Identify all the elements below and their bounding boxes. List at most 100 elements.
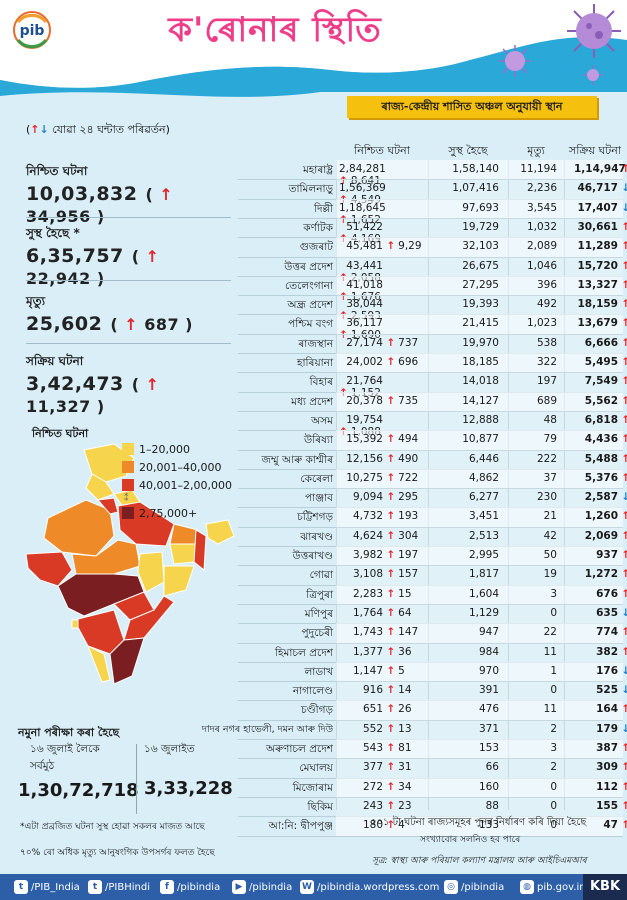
up-arrow-icon: ↑ <box>386 819 396 832</box>
footer-link[interactable]: t/PIBHindi <box>88 880 150 894</box>
active-cell: 5,376 ↑492 <box>564 472 627 484</box>
footnote: ৭০% ৰো অধিক মৃত্যু আনুষংগিক উপসৰ্গৰ ফলত … <box>20 848 215 858</box>
confirmed-cell: 41,018 ↑ 1,676 <box>339 278 383 303</box>
deaths-cell: 1,023 <box>526 317 557 330</box>
map-title: নিশ্চিত ঘটনা <box>32 427 89 440</box>
up-arrow-icon: ↑ <box>621 413 627 426</box>
row-stripe <box>336 796 623 817</box>
cured-cell: 371 <box>478 722 499 735</box>
row-stripe <box>336 353 623 373</box>
row-stripe <box>336 642 623 663</box>
active-cell: 6,818 ↑371 <box>564 414 627 426</box>
state-name: হিমাচল প্ৰদেশ <box>274 646 333 659</box>
up-arrow-icon: ↑ <box>621 742 627 754</box>
cured-cell: 1,817 <box>468 568 499 581</box>
row-divider <box>238 835 623 837</box>
cured-cell: 1,129 <box>468 606 499 619</box>
confirmed-cell: 2,283 ↑ 15 <box>352 587 412 600</box>
state-name: ৰাজস্থান <box>298 337 333 350</box>
tests-daily: ১৬ জুলাইত 3,33,228 <box>144 743 233 799</box>
row-divider <box>238 410 623 412</box>
row-stripe <box>336 333 623 354</box>
deaths-cell: 22 <box>543 626 557 639</box>
table-row: হাৰিয়ানা 24,002 ↑696 18,185 322 5,495 ↑175 <box>238 353 627 372</box>
cured-cell: 133 <box>478 819 499 832</box>
confirmed-cell: 2,84,281 ↑ 8,641 <box>339 163 386 187</box>
table-row: আ:নি: দ্বীপপুঞ্জ 180 ↑4 133 0 47 ↑1 <box>238 816 627 835</box>
table-row: তেলেংগানা 41,018 ↑1,676 27,295 396 13,327 ↑3… <box>238 276 627 303</box>
up-arrow-icon: ↑ <box>621 645 627 658</box>
table-row: মণিপুৰ 1,764 ↑64 1,129 0 635 ↓-76 <box>238 604 627 623</box>
stat-value: 6,35,757( ↑ 22,942 ) <box>26 245 160 288</box>
up-arrow-icon: ↑ <box>386 471 396 484</box>
deaths-cell: 21 <box>543 510 557 523</box>
up-arrow-icon: ↑ <box>386 780 396 793</box>
row-stripe <box>336 739 623 759</box>
table-row: উত্তৰ প্ৰদেশ43,441 ↑2,05826,6751,04615,7… <box>238 257 627 284</box>
active-cell: 18,159 ↑1,538 <box>564 298 627 310</box>
state-name: পশ্চিম বংগ <box>288 318 333 331</box>
up-arrow-icon: ↑ <box>621 703 627 716</box>
confirmed-cell: 1,147 ↑ 5 <box>352 664 405 677</box>
stat-label: সক্ৰিয় ঘটনা <box>26 354 84 368</box>
active-cell: 5,488 ↑365 <box>564 453 627 465</box>
state-name: দাদৰ নগৰ হাভেলী, দমন আৰু দিউ <box>201 723 333 735</box>
confirmed-cell: 1,764 ↑ 64 <box>352 606 412 619</box>
footer-link[interactable]: f/pibindia <box>160 880 220 894</box>
footer-link-label: /pibindia.wordpress.com <box>317 881 440 893</box>
cured-cell: 153 <box>478 742 499 754</box>
stat-value: 3,42,473( ↑ 11,327 ) <box>26 373 160 416</box>
page-subtitle: ভাৰতত ১৭ জুলাইৰ পুৱা ৮ বজালৈকে পৰিস্থিতি <box>153 51 403 66</box>
confirmed-cell: 9,094 ↑ 295 <box>352 491 419 504</box>
active-cell: 382 ↑31 <box>564 646 627 658</box>
row-divider <box>238 642 623 644</box>
deaths-cell: 48 <box>543 413 557 426</box>
cured-cell: 88 <box>485 799 499 812</box>
cured-cell: 2,513 <box>468 529 499 542</box>
confirmed-cell: 180 ↑ 4 <box>362 819 405 832</box>
deaths-cell: 492 <box>536 298 557 311</box>
active-cell: 7,549 ↑579 <box>564 375 627 387</box>
footer-link[interactable]: ▶/pibindia <box>232 880 292 894</box>
legend-item: 20,001–40,000 <box>122 458 232 476</box>
confirmed-cell: 24,002 ↑ 696 <box>346 356 419 368</box>
cured-cell: 32,103 <box>462 240 499 253</box>
table-row: মহাৰাষ্ট্ৰ 2,84,281 ↑ 8,641 1,58,140 11,194 1… <box>238 160 627 187</box>
footer-link[interactable]: W/pibindia.wordpress.com <box>300 880 439 894</box>
stat-label: সুস্থ হৈছে * <box>26 226 80 240</box>
table-row: নাগালেণ্ড 916 ↑14 391 0 525 ↓-29 <box>238 681 627 700</box>
stat-label: মৃত্যু <box>26 294 46 308</box>
up-arrow-icon: ↑ <box>621 336 627 349</box>
down-arrow-icon: ↓ <box>621 664 627 677</box>
cured-cell: 97,693 <box>462 201 499 214</box>
footnote: *এটা প্ৰব্ৰজিত ঘটনা সুস্থ হোৱা সকলৰ মাজত… <box>20 822 205 832</box>
youtube-icon: ▶ <box>232 880 246 894</box>
row-stripe <box>336 372 623 393</box>
stat-recovered: সুস্থ হৈছে * 6,35,757( ↑ 22,942 ) <box>26 225 226 289</box>
deaths-cell: 0 <box>550 606 557 619</box>
row-stripe <box>336 565 623 586</box>
cured-cell: 391 <box>478 684 499 697</box>
active-cell: 774 ↑88 <box>564 626 627 638</box>
table-row: গোৱা 3,108 ↑157 1,817 19 1,272 ↑13 <box>238 565 627 584</box>
up-arrow-icon: ↑ <box>621 549 627 561</box>
state-name: মণিপুৰ <box>304 607 333 620</box>
up-arrow-icon: ↑ <box>621 587 627 600</box>
up-arrow-icon: ↑ <box>621 819 627 832</box>
active-cell: 179 ↓-1 <box>564 723 627 735</box>
active-cell: 13,679 ↑932 <box>564 317 627 329</box>
table-row: চণ্ডীগড় 651 ↑26 476 11 164 ↑9 <box>238 700 627 719</box>
state-name: মধ্য প্ৰদেশ <box>291 395 333 408</box>
up-arrow-icon: ↑ <box>386 394 396 407</box>
row-stripe <box>336 275 623 296</box>
footer-link[interactable]: t/PIB_India <box>14 880 80 894</box>
cured-cell: 970 <box>478 664 499 677</box>
active-cell: 5,562 ↑509 <box>564 395 627 407</box>
footer-link[interactable]: ◍ pib.gov.in <box>520 880 586 894</box>
footer-link[interactable]: ◎/pibindia <box>444 880 504 894</box>
confirmed-cell: 20,378 ↑ 735 <box>346 394 419 407</box>
up-arrow-icon: ↑ <box>339 213 348 226</box>
